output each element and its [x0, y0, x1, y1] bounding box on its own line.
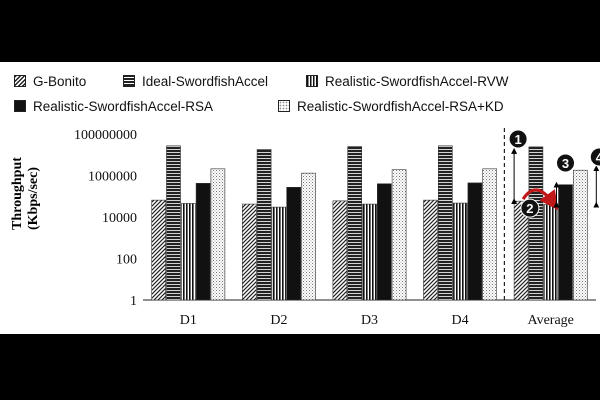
x-tick-label: D3 — [361, 313, 378, 328]
bar — [482, 168, 498, 301]
legend-item: Realistic-SwordfishAccel-RVW — [306, 73, 509, 89]
bar — [301, 172, 316, 301]
bar — [151, 199, 166, 301]
legend-item: G-Bonito — [14, 73, 86, 89]
legend-label: Realistic-SwordfishAccel-RSA+KD — [297, 98, 504, 114]
bar — [528, 146, 544, 301]
y-axis-label-line-1: Throughput — [10, 157, 25, 230]
bar — [467, 182, 483, 301]
y-tick-label: 1 — [130, 294, 137, 309]
annotation-marker: 4 — [589, 147, 600, 167]
legend-swatch — [14, 100, 26, 112]
annotation-marker: 3 — [556, 153, 575, 173]
chart-plot: 1 100 10000 1000000 100000000 D1 D2 D3 D4 Averag… — [74, 128, 600, 328]
y-axis-label: Throughput (Kbps/sec) — [10, 157, 42, 230]
bar — [558, 184, 573, 301]
annotation-marker: 1 — [508, 129, 528, 149]
bar — [572, 169, 588, 301]
legend-label: Realistic-SwordfishAccel-RVW — [325, 73, 509, 89]
annotation-number: 2 — [526, 201, 533, 216]
annotation-marker: 2 — [520, 198, 540, 218]
bar — [362, 203, 377, 301]
legend-swatch — [306, 75, 318, 87]
bar — [195, 183, 211, 301]
legend-item: Realistic-SwordfishAccel-RSA — [14, 98, 213, 114]
bar — [256, 149, 272, 301]
annotation-number: 1 — [514, 132, 521, 147]
x-tick-label: D1 — [180, 313, 197, 328]
bar — [437, 145, 453, 301]
legend-swatch — [14, 75, 26, 87]
x-tick-label: Average — [528, 313, 574, 328]
legend-item: Ideal-SwordfishAccel — [123, 73, 268, 89]
legend-swatch — [123, 75, 135, 87]
legend-label: G-Bonito — [33, 73, 87, 89]
bar — [166, 145, 181, 301]
legend-label: Ideal-SwordfishAccel — [142, 73, 269, 89]
legend-swatch — [278, 100, 290, 112]
bar — [391, 169, 407, 301]
annotation-number: 3 — [562, 156, 569, 171]
bar — [332, 200, 348, 301]
x-tick-label: D2 — [270, 313, 287, 328]
y-tick-label: 1000000 — [88, 170, 137, 185]
annotation-curved-arrow — [521, 188, 559, 211]
bar — [242, 203, 257, 301]
y-axis-label-line-2: (Kbps/sec) — [26, 167, 41, 230]
bar — [376, 183, 392, 301]
y-tick-label: 100000000 — [74, 128, 137, 143]
bar — [286, 186, 302, 301]
bar — [513, 200, 529, 301]
x-tick-label: D4 — [452, 313, 469, 328]
chart-panel: G-Bonito Ideal-SwordfishAccel Realistic-Sw… — [0, 62, 600, 334]
legend-item: Realistic-SwordfishAccel-RSA+KD — [278, 98, 504, 114]
bar — [543, 204, 559, 301]
legend-label: Realistic-SwordfishAccel-RSA — [33, 98, 214, 114]
bar — [271, 206, 287, 301]
bar — [347, 146, 363, 301]
bar — [423, 199, 438, 301]
bar — [181, 203, 196, 301]
y-tick-label: 100 — [116, 253, 137, 268]
annotation-number: 4 — [596, 150, 600, 165]
y-tick-label: 10000 — [102, 211, 137, 226]
bar — [452, 202, 468, 301]
bar — [210, 168, 226, 301]
